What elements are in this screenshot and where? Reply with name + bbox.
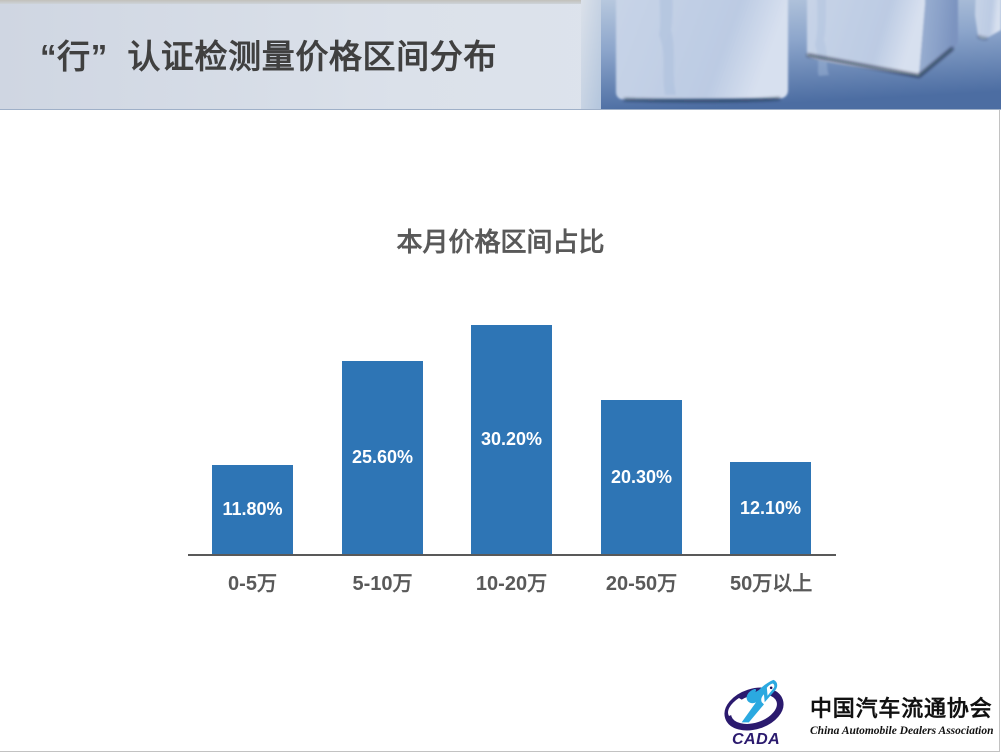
svg-text:CADA: CADA [732,731,780,748]
svg-text:中国汽车流通协会: 中国汽车流通协会 [810,696,992,721]
svg-text:China Automobile Dealers Assoc: China Automobile Dealers Association [810,725,994,737]
